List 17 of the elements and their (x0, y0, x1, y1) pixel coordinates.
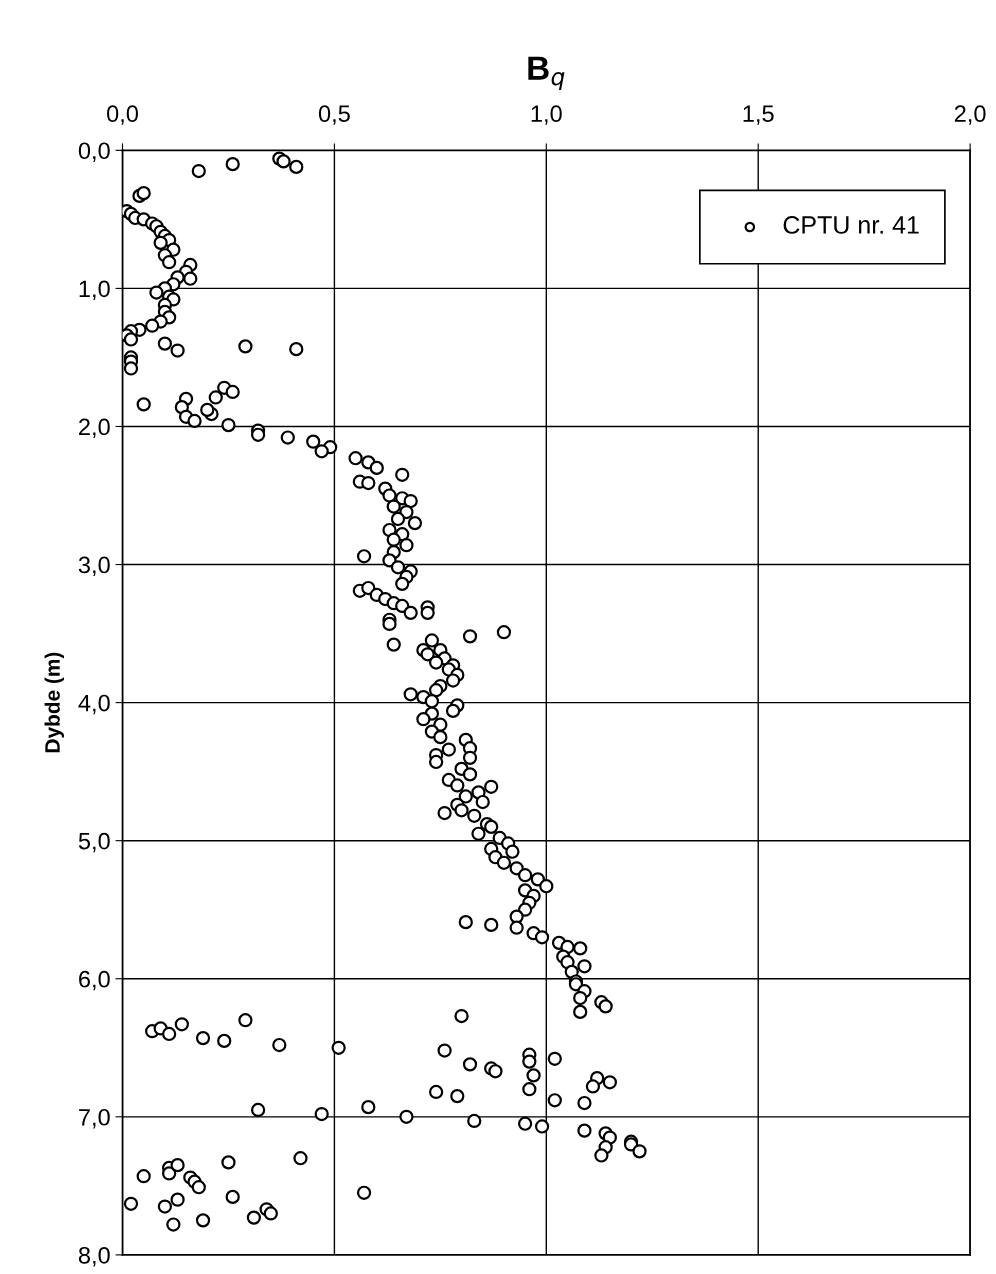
y-tick-label: 8,0 (78, 1246, 110, 1267)
y-tick-label: 7,0 (79, 1108, 110, 1129)
x-tick-label: 2,0 (954, 105, 986, 125)
y-tick-label: 4,0 (78, 694, 110, 715)
y-tick-label: 0,0 (78, 142, 110, 162)
x-tick-label: 1,5 (743, 105, 774, 125)
y-tick-label: 3,0 (78, 556, 110, 577)
x-tick-label: 1,0 (531, 105, 562, 125)
y-tick-label: 5,0 (78, 832, 110, 853)
x-tick-label: 0,0 (107, 105, 138, 125)
y-axis-title: Dybde (m) (44, 652, 64, 753)
x-axis-title: B$_{q}$ (528, 56, 565, 90)
y-tick-label: 6,0 (79, 970, 110, 991)
y-tick-label: 2,0 (79, 418, 110, 439)
y-tick-label: 1,0 (79, 280, 110, 300)
legend-label: CPTU nr. 41 (783, 216, 919, 234)
x-tick-label: 0,5 (318, 105, 350, 125)
